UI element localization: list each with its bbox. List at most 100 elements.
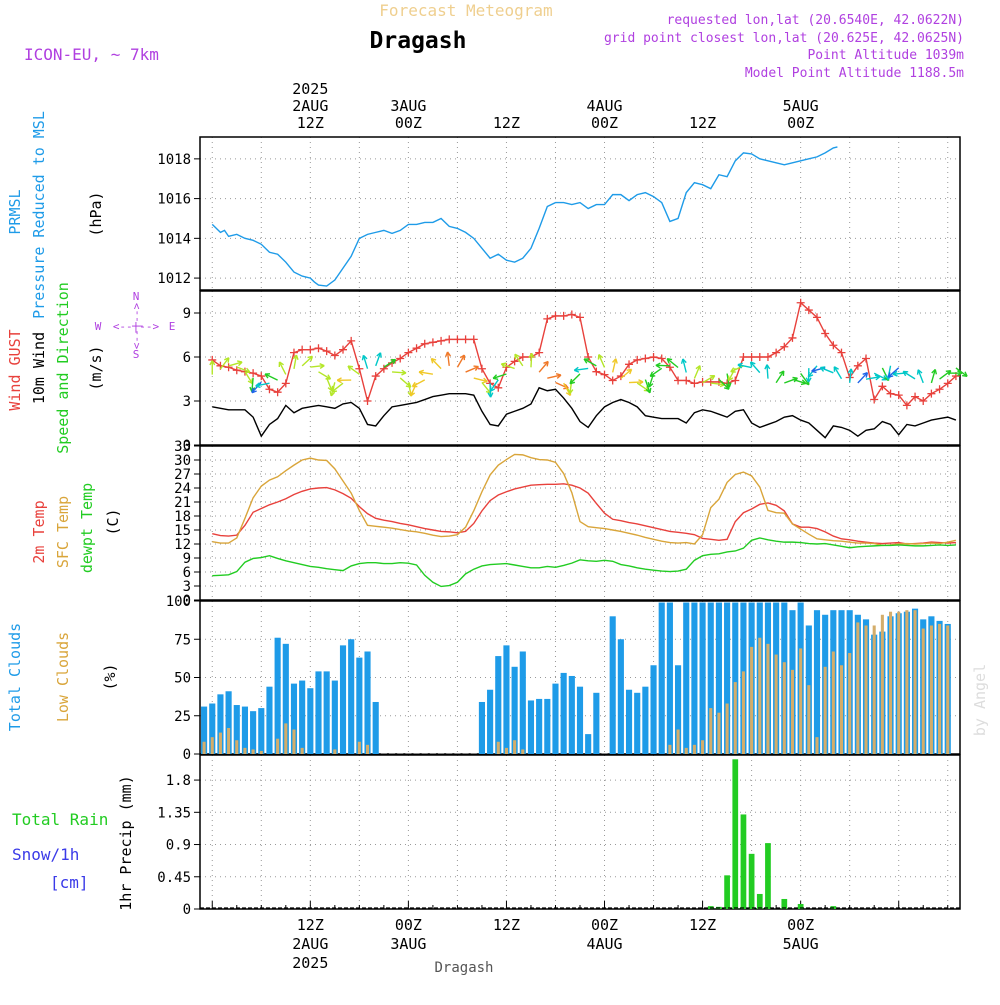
- low-cloud-bar: [301, 748, 304, 754]
- top-time-label: 2AUG: [292, 97, 328, 115]
- wind-gust-point: [650, 353, 658, 361]
- total-cloud-bar: [544, 699, 550, 754]
- wind-gust-point: [249, 369, 257, 377]
- bottom-time-label: 12Z: [689, 916, 716, 934]
- rain-bar: [741, 814, 747, 909]
- total-cloud-bar: [487, 690, 493, 754]
- top-time-label: 12Z: [297, 114, 324, 132]
- bottom-time-label: 5AUG: [783, 935, 819, 953]
- total-cloud-bar: [683, 603, 689, 754]
- low-cloud-bar: [734, 682, 737, 754]
- low-cloud-bar: [333, 749, 336, 754]
- low-cloud-bar: [824, 667, 827, 754]
- total-cloud-bar: [650, 665, 656, 754]
- low-cloud-bar: [505, 748, 508, 754]
- wind-gust-point: [535, 349, 543, 357]
- total-cloud-bar: [315, 671, 321, 754]
- y-tick-label: 27: [174, 467, 191, 483]
- low-cloud-bar: [717, 713, 720, 754]
- y-tick-label: 3: [183, 394, 191, 410]
- chart-title: Forecast Meteogram: [379, 1, 552, 20]
- bottom-time-label: 2025: [292, 954, 328, 972]
- total-cloud-bar: [479, 702, 485, 754]
- total-cloud-bar: [250, 711, 256, 754]
- wind-gust-point: [265, 385, 273, 393]
- wind-gust-point: [298, 346, 306, 354]
- grid-point-coords: grid point closest lon,lat (20.625E, 42.…: [604, 31, 964, 46]
- y-tick-label: 100: [166, 594, 191, 610]
- wind-gust-point: [551, 312, 559, 320]
- pressure-label-2: Pressure Reduced to MSL: [30, 111, 48, 319]
- top-time-label: 00Z: [395, 114, 422, 132]
- low-cloud-bar: [758, 638, 761, 754]
- total-cloud-bar: [552, 684, 558, 754]
- y-tick-label: 0.9: [166, 838, 191, 854]
- low-cloud-bar: [922, 629, 925, 754]
- panel-frame: [200, 755, 960, 909]
- low-cloud-bar: [701, 740, 704, 754]
- wind-gust-point: [739, 353, 747, 361]
- wind-gust-point: [576, 313, 584, 321]
- low-cloud-bar: [513, 740, 516, 754]
- total-cloud-bar: [266, 687, 272, 754]
- low-cloud-bar: [668, 745, 671, 754]
- y-tick-label: 24: [174, 481, 191, 497]
- low-cloud-bar: [840, 665, 843, 754]
- prmsl-line: [212, 147, 837, 286]
- total-cloud-bar: [667, 603, 673, 754]
- bottom-time-label: 12Z: [297, 916, 324, 934]
- wind-gust-point: [323, 347, 331, 355]
- dewpt-label: dewpt Temp: [78, 483, 96, 573]
- rain-bar: [724, 875, 730, 909]
- low-cloud-bar: [211, 737, 214, 754]
- total-cloud-bar: [593, 693, 599, 754]
- location-title: Dragash: [370, 28, 467, 54]
- low-cloud-bar: [873, 625, 876, 754]
- compass-rose-vertical: <--|-->: [130, 302, 143, 349]
- y-tick-label: 33: [174, 439, 191, 455]
- low-cloud-bar: [219, 733, 222, 754]
- total-cloud-bar: [348, 639, 354, 754]
- rain-bar: [749, 854, 755, 909]
- wind-10m-label: 10m Wind: [30, 332, 48, 404]
- wind-gust-point: [748, 353, 756, 361]
- total-cloud-bar: [561, 673, 567, 754]
- bottom-time-label: 00Z: [591, 916, 618, 934]
- clouds-unit: (%): [101, 663, 119, 690]
- compass-n: N: [133, 290, 140, 303]
- total-cloud-bar: [642, 687, 648, 754]
- low-cloud-bar: [693, 745, 696, 754]
- y-tick-label: 9: [183, 306, 191, 322]
- footer-location: Dragash: [434, 960, 493, 976]
- wind-gust-point: [257, 372, 265, 380]
- low-cloud-bar: [203, 742, 206, 754]
- rain-bar: [765, 843, 771, 909]
- top-time-label: 00Z: [787, 114, 814, 132]
- low-cloud-bar: [905, 610, 908, 754]
- temp-unit: (C): [104, 508, 122, 535]
- top-time-label: 2025: [292, 80, 328, 98]
- low-cloud-bar: [766, 644, 769, 754]
- total-cloud-bar: [503, 645, 509, 754]
- panel-frame: [200, 446, 960, 600]
- wind-gust-point: [437, 337, 445, 345]
- total-cloud-bar: [585, 734, 591, 754]
- bottom-time-label: 3AUG: [390, 935, 426, 953]
- y-tick-label: 1018: [157, 152, 191, 168]
- y-tick-label: 21: [174, 495, 191, 511]
- wind-gust-point: [453, 335, 461, 343]
- low-cloud-bar: [235, 740, 238, 754]
- wind-direction-arrow: [431, 359, 441, 369]
- low-cloud-bar: [358, 742, 361, 754]
- wind-gust-point: [421, 340, 429, 348]
- bottom-time-label: 2AUG: [292, 935, 328, 953]
- wind-gust-point: [478, 365, 486, 373]
- total-cloud-bar: [528, 700, 534, 754]
- low-cloud-bar: [775, 655, 778, 754]
- low-cloud-bar: [366, 745, 369, 754]
- total-cloud-bar: [814, 610, 820, 754]
- y-tick-label: 12: [174, 537, 191, 553]
